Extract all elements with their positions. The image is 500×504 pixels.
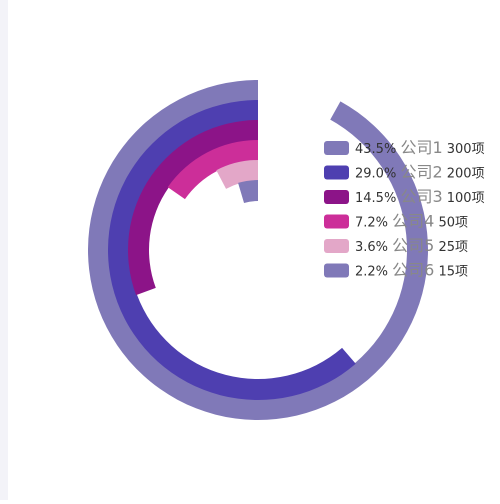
legend-label: 2.2% 公司6 15项: [355, 261, 468, 280]
legend-percent: 14.5%: [355, 191, 400, 206]
legend-count: 25项: [434, 240, 468, 255]
legend-swatch: [324, 239, 349, 253]
legend-count: 300项: [443, 142, 485, 157]
legend-swatch: [324, 214, 349, 229]
legend-name: 公司2: [400, 163, 442, 182]
legend-label: 7.2% 公司4 50项: [355, 212, 468, 231]
legend-swatch: [324, 165, 349, 180]
legend-percent: 3.6%: [355, 240, 392, 255]
legend-percent: 29.0%: [355, 167, 400, 182]
legend-item-5[interactable]: 3.6% 公司5 25项: [324, 236, 468, 255]
legend-name: 公司6: [392, 261, 434, 280]
legend-count: 100项: [443, 191, 485, 206]
legend-swatch: [324, 190, 349, 204]
left-panel-strip: [0, 0, 8, 500]
legend-item-6[interactable]: 2.2% 公司6 15项: [324, 261, 468, 280]
legend-item-1[interactable]: 43.5% 公司1 300项: [324, 138, 485, 157]
legend-item-4[interactable]: 7.2% 公司4 50项: [324, 212, 468, 231]
legend-name: 公司5: [392, 236, 434, 255]
legend-item-3[interactable]: 14.5% 公司3 100项: [324, 187, 485, 206]
legend-name: 公司3: [400, 187, 442, 206]
legend-count: 200项: [443, 167, 485, 182]
legend-label: 29.0% 公司2 200项: [355, 163, 485, 182]
legend-count: 15项: [434, 265, 468, 280]
legend-percent: 7.2%: [355, 216, 392, 231]
legend-swatch: [324, 263, 349, 278]
radial-bar-4[interactable]: [167, 140, 258, 200]
legend-label: 43.5% 公司1 300项: [355, 138, 485, 157]
radial-bar-6[interactable]: [238, 180, 258, 204]
legend-label: 14.5% 公司3 100项: [355, 187, 485, 206]
legend-name: 公司1: [400, 138, 442, 157]
legend-count: 50项: [434, 216, 468, 231]
legend-name: 公司4: [392, 212, 434, 231]
radial-bar-3[interactable]: [127, 120, 258, 296]
radial-bar-2[interactable]: [108, 100, 356, 401]
legend-swatch: [324, 141, 349, 155]
legend-percent: 2.2%: [355, 265, 392, 280]
legend-item-2[interactable]: 29.0% 公司2 200项: [324, 163, 485, 182]
legend-label: 3.6% 公司5 25项: [355, 236, 468, 255]
legend-percent: 43.5%: [355, 142, 400, 157]
